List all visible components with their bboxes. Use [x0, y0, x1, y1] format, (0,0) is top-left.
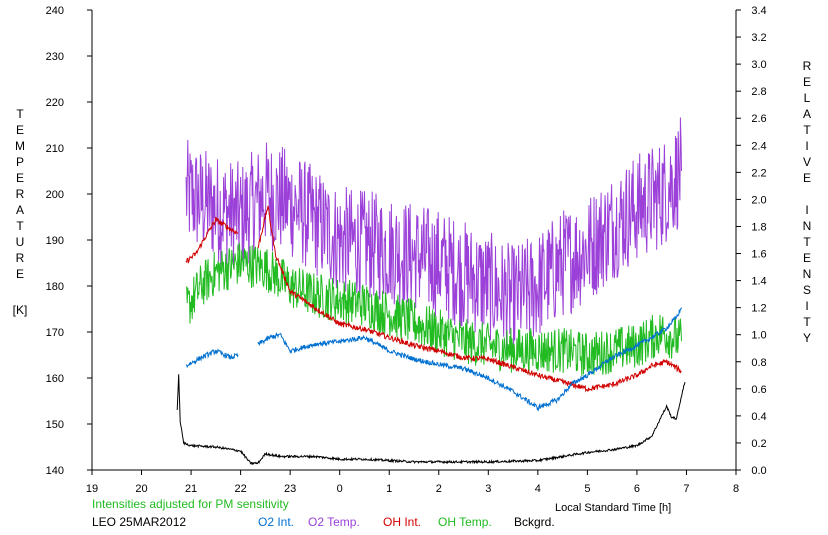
right-title-letter: R: [803, 59, 812, 73]
left-title-letter: U: [16, 235, 25, 249]
legend-entry: OH Int.: [383, 515, 421, 529]
x-tick-label: 20: [135, 483, 147, 495]
x-tick-label: 0: [337, 483, 343, 495]
x-tick-label: 22: [234, 483, 246, 495]
x-axis-ticks: 19 20 21 22 23 0 1 2 3 4 5 6 7 8: [86, 470, 739, 495]
x-tick-label: 21: [185, 483, 197, 495]
right-title-letter: I: [805, 299, 808, 313]
right-title-letter: I: [805, 203, 808, 217]
right-tick-label: 0.2: [751, 438, 766, 450]
left-tick-label: 220: [46, 97, 64, 109]
right-tick-label: 2.2: [751, 167, 766, 179]
x-axis-label: Local Standard Time [h]: [555, 502, 671, 514]
right-tick-label: 1.2: [751, 303, 766, 315]
x-tick-label: 23: [284, 483, 296, 495]
right-tick-label: 2.6: [751, 113, 766, 125]
series-lines: [176, 117, 686, 466]
series-line: [257, 307, 682, 412]
left-title-letter: R: [16, 251, 25, 265]
left-title-letter: T: [16, 219, 24, 233]
left-tick-label: 150: [46, 419, 64, 431]
right-title-letter: A: [803, 107, 811, 121]
right-title-letter: N: [803, 267, 812, 281]
right-title-letter: T: [803, 235, 811, 249]
right-tick-label: 0.4: [751, 411, 766, 423]
x-tick-label: 3: [485, 483, 491, 495]
x-tick-label: 7: [683, 483, 689, 495]
right-tick-label: 0.0: [751, 465, 766, 477]
left-title-letter: P: [16, 155, 24, 169]
legend-entry: Bckgrd.: [514, 515, 555, 529]
x-tick-label: 6: [634, 483, 640, 495]
left-tick-label: 210: [46, 143, 64, 155]
series-line: [185, 242, 682, 377]
legend-entry: O2 Temp.: [308, 515, 360, 529]
legend-entry: OH Temp.: [438, 515, 492, 529]
left-title-letter: T: [16, 107, 24, 121]
x-tick-label: 2: [436, 483, 442, 495]
x-tick-label: 5: [584, 483, 590, 495]
right-title-letter: Y: [803, 331, 811, 345]
left-tick-label: 190: [46, 235, 64, 247]
left-title-letter: A: [16, 203, 24, 217]
axes: [91, 10, 737, 471]
series-line: [257, 205, 682, 393]
right-tick-label: 1.6: [751, 249, 766, 261]
right-tick-label: 2.8: [751, 86, 766, 98]
right-title-letter: E: [803, 171, 811, 185]
right-tick-label: 3.0: [751, 59, 766, 71]
station-label: LEO 25MAR2012: [92, 515, 186, 529]
right-axis-ticks: 0.0 0.2 0.4 0.6 0.8 1.0 1.2 1.4 1.6 1.8 2.0 2.2 2.4 2…: [736, 5, 767, 477]
left-axis-unit: [K]: [13, 303, 28, 317]
series-line: [185, 117, 682, 354]
left-tick-label: 140: [46, 465, 64, 477]
right-title-letter: V: [803, 155, 811, 169]
left-axis-ticks: 140 150 160 170 180 190 200 210 220 230 240: [46, 5, 92, 477]
left-title-letter: E: [16, 123, 24, 137]
x-tick-label: 1: [386, 483, 392, 495]
right-title-letter: I: [805, 139, 808, 153]
series-line: [176, 374, 686, 466]
legend: O2 Int. O2 Temp. OH Int. OH Temp. Bckgrd.: [258, 515, 555, 529]
right-tick-label: 2.0: [751, 194, 766, 206]
left-tick-label: 200: [46, 189, 64, 201]
series-line: [185, 216, 239, 264]
x-tick-label: 4: [535, 483, 541, 495]
left-title-letter: M: [15, 139, 25, 153]
legend-entry: O2 Int.: [258, 515, 294, 529]
right-tick-label: 1.0: [751, 330, 766, 342]
left-title-letter: E: [16, 267, 24, 281]
left-tick-label: 180: [46, 281, 64, 293]
left-tick-label: 240: [46, 5, 64, 17]
note-text: Intensities adjusted for PM sensitivity: [92, 497, 289, 511]
right-tick-label: 1.4: [751, 276, 766, 288]
right-title-letter: L: [804, 91, 811, 105]
left-tick-label: 170: [46, 327, 64, 339]
right-tick-label: 1.8: [751, 221, 766, 233]
left-title-letter: R: [16, 187, 25, 201]
right-title-letter: T: [803, 315, 811, 329]
right-tick-label: 0.6: [751, 384, 766, 396]
left-tick-label: 230: [46, 51, 64, 63]
x-tick-label: 8: [733, 483, 739, 495]
right-title-letter: N: [803, 219, 812, 233]
left-title-letter: E: [16, 171, 24, 185]
right-tick-label: 3.4: [751, 5, 766, 17]
left-tick-label: 160: [46, 373, 64, 385]
series-line: [185, 348, 239, 369]
right-title-letter: S: [803, 283, 811, 297]
right-tick-label: 2.4: [751, 140, 766, 152]
right-title-letter: T: [803, 123, 811, 137]
right-title-letter: E: [803, 75, 811, 89]
right-tick-label: 3.2: [751, 32, 766, 44]
right-tick-label: 0.8: [751, 357, 766, 369]
x-tick-label: 19: [86, 483, 98, 495]
right-title-letter: E: [803, 251, 811, 265]
